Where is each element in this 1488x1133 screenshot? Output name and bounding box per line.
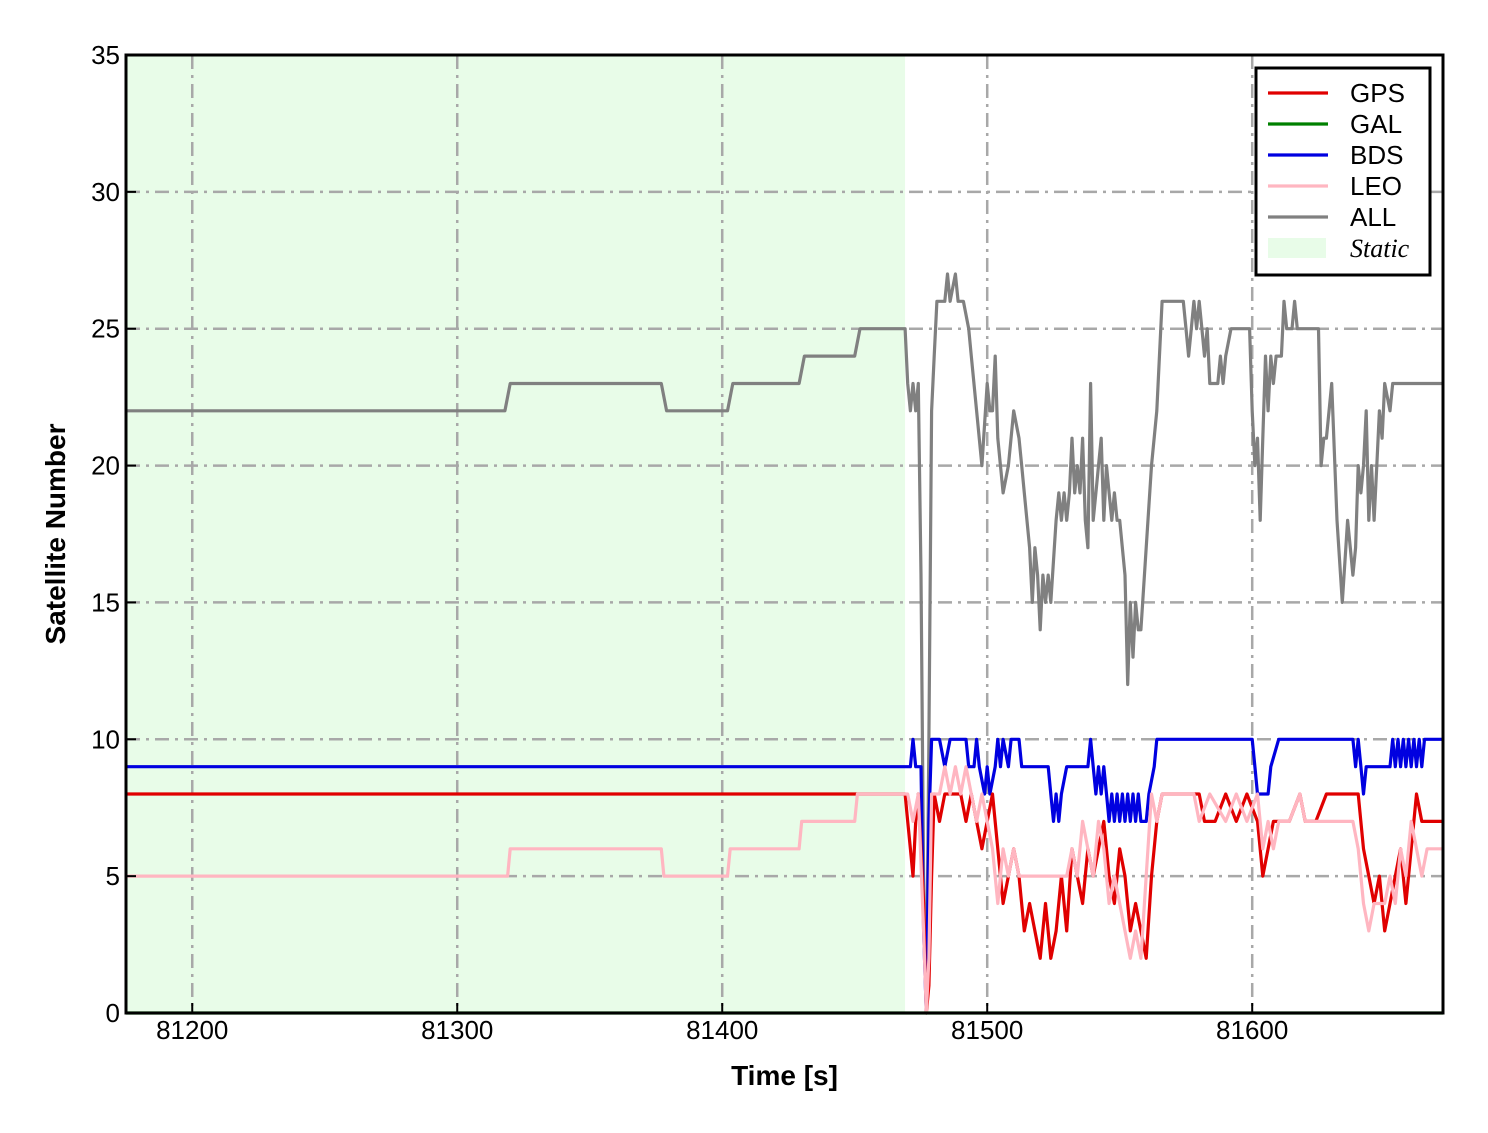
x-axis-title: Time [s] <box>731 1060 838 1091</box>
tick-layer: 81200 81300 81400 81500 81600 0 5 10 15 20 25 30 35 <box>91 40 1288 1045</box>
x-tick-label: 81300 <box>421 1015 493 1045</box>
series-line-all <box>126 272 1443 1015</box>
x-tick-label: 81200 <box>156 1015 228 1045</box>
y-tick-label: 5 <box>106 861 120 891</box>
y-tick-label: 0 <box>106 998 120 1028</box>
plot-frame <box>124 53 1445 1015</box>
legend-label-static: Static <box>1350 234 1410 263</box>
legend-label-bds: BDS <box>1350 140 1403 170</box>
legend-label-leo: LEO <box>1350 171 1402 201</box>
y-axis-title: Satellite Number <box>40 423 71 644</box>
legend-label-gps: GPS <box>1350 78 1405 108</box>
x-tick-label: 81500 <box>951 1015 1023 1045</box>
y-tick-label: 30 <box>91 177 120 207</box>
y-tick-label: 15 <box>91 587 120 617</box>
y-tick-label: 10 <box>91 724 120 754</box>
y-tick-label: 20 <box>91 451 120 481</box>
static-region <box>126 55 906 1013</box>
x-tick-label: 81400 <box>686 1015 758 1045</box>
series-line-leo <box>126 765 1443 1015</box>
static-region-layer <box>126 55 906 1013</box>
legend-label-gal: GAL <box>1350 109 1402 139</box>
legend-swatch-static <box>1268 238 1326 258</box>
legend-label-all: ALL <box>1350 202 1396 232</box>
y-tick-label: 35 <box>91 40 120 70</box>
grid-layer <box>126 55 1443 1013</box>
x-tick-label: 81600 <box>1216 1015 1288 1045</box>
y-tick-label: 25 <box>91 314 120 344</box>
series-line-bds <box>126 737 1443 1015</box>
